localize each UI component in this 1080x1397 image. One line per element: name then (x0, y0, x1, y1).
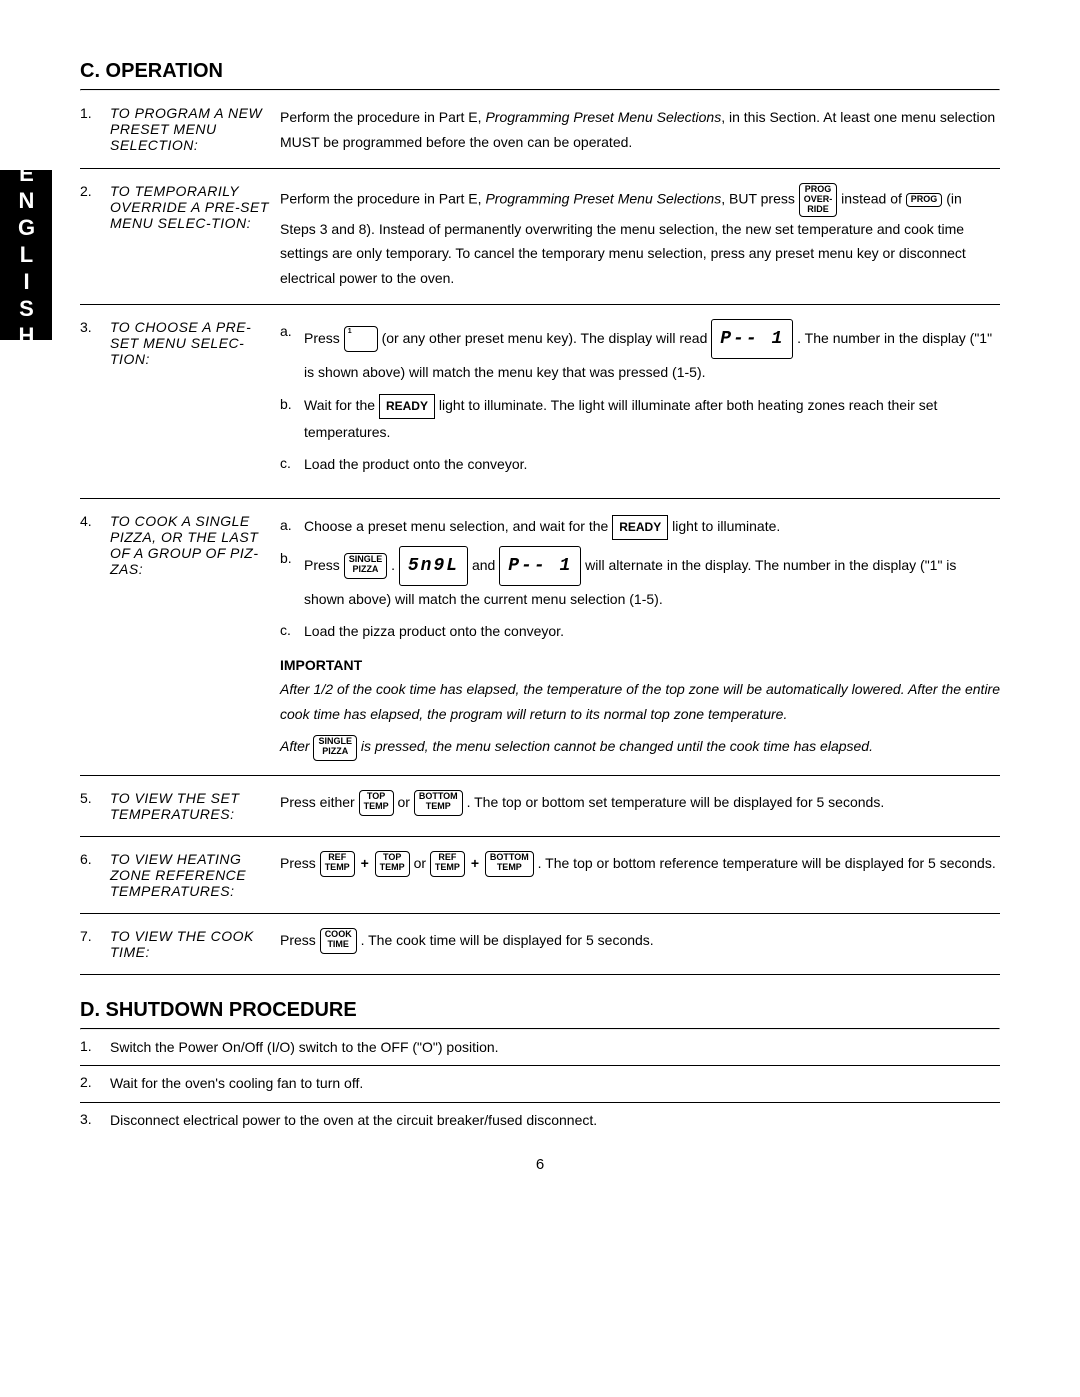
item-number: 1. (80, 105, 110, 154)
item-number: 2. (80, 1074, 110, 1094)
text: , BUT press (721, 191, 799, 207)
operation-item: 1. TO PROGRAM A NEW PRESET MENU SELECTIO… (80, 91, 1000, 169)
item-body: Perform the procedure in Part E, Program… (280, 105, 1000, 154)
operation-item: 4. TO COOK A SINGLE PIZZA, OR THE LAST O… (80, 499, 1000, 776)
single-pizza-key-icon: SINGLE PIZZA (313, 735, 357, 761)
sub-letter: a. (280, 319, 304, 386)
text: instead of (841, 191, 906, 207)
display-readout-icon: P-- 1 (711, 319, 793, 359)
text: Press (280, 855, 320, 871)
text: Press (304, 556, 344, 572)
sub-letter: c. (280, 451, 304, 478)
shutdown-list: 1. Switch the Power On/Off (I/O) switch … (80, 1030, 1000, 1139)
text: Load the pizza product onto the conveyor… (304, 618, 1000, 645)
text: Wait for the oven's cooling fan to turn … (110, 1074, 1000, 1094)
text: or (414, 855, 430, 871)
emphasis: Programming Preset Menu Selections (485, 191, 721, 207)
item-body: Press COOK TIME . The cook time will be … (280, 928, 1000, 960)
ref-temp-key-icon: REF TEMP (320, 851, 355, 877)
top-temp-key-icon: TOP TEMP (375, 851, 410, 877)
bottom-temp-key-icon: BOTTOM TEMP (485, 851, 534, 877)
important-heading: IMPORTANT (280, 653, 1000, 678)
emphasis: Programming Preset Menu Selections (485, 109, 721, 125)
item-number: 5. (80, 790, 110, 822)
page-number: 6 (80, 1156, 1000, 1173)
text: Perform the procedure in Part E, (280, 191, 485, 207)
item-number: 1. (80, 1038, 110, 1058)
item-body: a. Choose a preset menu selection, and w… (280, 513, 1000, 761)
item-body: Perform the procedure in Part E, Program… (280, 183, 1000, 290)
item-number: 6. (80, 851, 110, 899)
prog-key-icon: PROG (906, 193, 943, 207)
item-title: TO PROGRAM A NEW PRESET MENU SELECTION: (110, 105, 280, 154)
text: (or any other preset menu key). The disp… (382, 330, 712, 346)
language-tab: ENGLISH (0, 170, 52, 340)
text: . (391, 556, 399, 572)
operation-item: 7. TO VIEW THE COOK TIME: Press COOK TIM… (80, 914, 1000, 975)
text: Press either (280, 794, 359, 810)
item-title: TO VIEW THE SET TEMPERATURES: (110, 790, 280, 822)
operation-item: 5. TO VIEW THE SET TEMPERATURES: Press e… (80, 776, 1000, 837)
item-number: 3. (80, 319, 110, 484)
text: Perform the procedure in Part E, (280, 109, 485, 125)
sub-letter: a. (280, 513, 304, 540)
bottom-temp-key-icon: BOTTOM TEMP (414, 790, 463, 816)
item-body: a. Press 1 (or any other preset menu key… (280, 319, 1000, 484)
cook-time-key-icon: COOK TIME (320, 928, 357, 954)
text: . The cook time will be displayed for 5 … (361, 932, 654, 948)
operation-item: 2. TO TEMPORARILY OVERRIDE A PRE-SET MEN… (80, 169, 1000, 305)
operation-item: 6. TO VIEW HEATING ZONE REFERENCE TEMPER… (80, 837, 1000, 914)
section-d-heading: D. SHUTDOWN PROCEDURE (80, 999, 1000, 1022)
text: or (398, 794, 414, 810)
item-title: TO VIEW THE COOK TIME: (110, 928, 280, 960)
text: Press (304, 330, 344, 346)
item-title: TO TEMPORARILY OVERRIDE A PRE-SET MENU S… (110, 183, 280, 290)
sub-letter: b. (280, 392, 304, 445)
item-body: Press REF TEMP + TOP TEMP or REF TEMP + … (280, 851, 1000, 899)
text: and (472, 556, 499, 572)
text: Press (280, 932, 320, 948)
item-title: TO COOK A SINGLE PIZZA, OR THE LAST OF A… (110, 513, 280, 761)
item-title: TO CHOOSE A PRE-SET MENU SELEC-TION: (110, 319, 280, 484)
single-pizza-key-icon: SINGLE PIZZA (344, 553, 388, 579)
ready-light-icon: READY (612, 515, 668, 540)
important-text: After 1/2 of the cook time has elapsed, … (280, 677, 1000, 726)
display-readout-icon: P-- 1 (499, 546, 581, 586)
item-number: 3. (80, 1111, 110, 1131)
text: . The top or bottom set temperature will… (467, 794, 885, 810)
top-temp-key-icon: TOP TEMP (359, 790, 394, 816)
text: After (280, 738, 313, 754)
text: light to illuminate. (672, 518, 780, 534)
plus-icon: + (471, 855, 479, 871)
item-number: 4. (80, 513, 110, 761)
text: Load the product onto the conveyor. (304, 451, 1000, 478)
item-body: Press either TOP TEMP or BOTTOM TEMP . T… (280, 790, 1000, 822)
page-container: ENGLISH C. OPERATION 1. TO PROGRAM A NEW… (0, 0, 1080, 1213)
section-c-heading: C. OPERATION (80, 60, 1000, 83)
ready-light-icon: READY (379, 394, 435, 419)
prog-override-key-icon: PROG OVER- RIDE (799, 183, 838, 217)
text: . The top or bottom reference temperatur… (538, 855, 996, 871)
preset-key-icon: 1 (344, 326, 378, 352)
item-number: 7. (80, 928, 110, 960)
text: Switch the Power On/Off (I/O) switch to … (110, 1038, 1000, 1058)
operation-item: 3. TO CHOOSE A PRE-SET MENU SELEC-TION: … (80, 305, 1000, 499)
ref-temp-key-icon: REF TEMP (430, 851, 465, 877)
text: Choose a preset menu selection, and wait… (304, 518, 612, 534)
sub-letter: c. (280, 618, 304, 645)
display-readout-icon: 5n9L (399, 546, 468, 586)
text: is pressed, the menu selection cannot be… (361, 738, 873, 754)
item-number: 2. (80, 183, 110, 290)
text: Disconnect electrical power to the oven … (110, 1111, 1000, 1131)
item-title: TO VIEW HEATING ZONE REFERENCE TEMPERATU… (110, 851, 280, 899)
plus-icon: + (361, 855, 369, 871)
text: Wait for the (304, 397, 379, 413)
sub-letter: b. (280, 546, 304, 613)
